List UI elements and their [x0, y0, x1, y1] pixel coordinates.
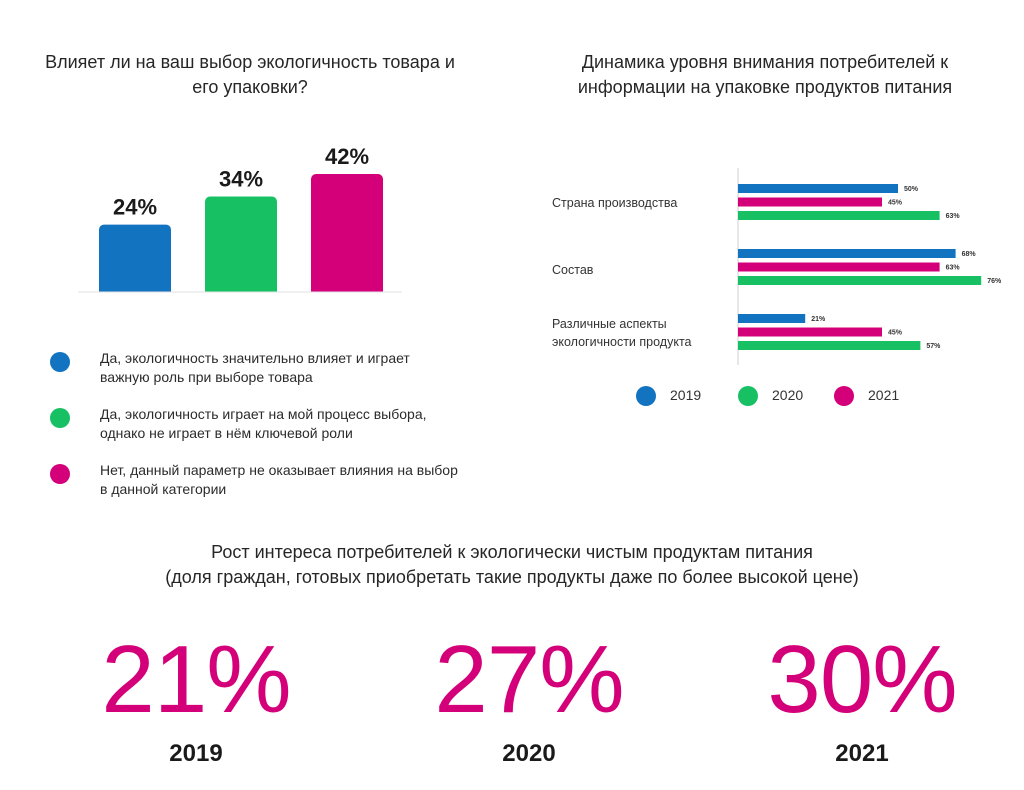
stat-value: 21% — [101, 626, 291, 733]
chart2-legend: 2019 2020 2021 — [636, 384, 936, 408]
stat-year: 2019 — [169, 740, 223, 767]
chart1-title: Влияет ли на ваш выбор экологичность тов… — [45, 52, 455, 97]
legend-dot-blue — [50, 352, 70, 372]
legend-item-yes-significant: Да, экологичность значительно влияет и и… — [46, 345, 466, 401]
legend-item-yes-not-key: Да, экологичность играет на мой процесс … — [46, 401, 466, 457]
bar-value-label-1: 34% — [219, 166, 263, 191]
legend-dot-2020 — [738, 386, 758, 406]
data-label-2019-2: 21% — [811, 316, 826, 323]
data-label-2019-1: 68% — [962, 251, 977, 258]
stat-2019: 21% 2019 — [46, 620, 346, 768]
bar-value-label-2: 42% — [325, 144, 369, 169]
bar-base-1 — [205, 286, 277, 292]
stat-2021: 30% 2021 — [712, 620, 1012, 768]
bar-base-0 — [99, 286, 171, 292]
stats-title-line2: (доля граждан, готовых приобретать такие… — [165, 567, 859, 587]
stat-value: 27% — [434, 626, 624, 733]
bar-value-label-0: 24% — [113, 195, 157, 220]
bar-2021-0 — [738, 197, 882, 207]
legend-dot-2021 — [834, 386, 854, 406]
bar-2020-1 — [738, 276, 982, 285]
stat-2020: 27% 2020 — [379, 620, 679, 768]
stats-title: Рост интереса потребителей к экологическ… — [60, 540, 964, 590]
legend-dot-magenta — [50, 464, 70, 484]
data-label-2021-1: 63% — [946, 265, 961, 272]
category-label-2: Различные аспекты — [552, 317, 667, 331]
legend-dot-2019 — [636, 386, 656, 406]
legend-label: Нет, данный параметр не оказывает влияни… — [100, 462, 458, 497]
stat-value: 30% — [767, 626, 957, 733]
bar-1 — [205, 196, 277, 292]
data-label-2021-2: 45% — [888, 330, 903, 337]
data-label-2020-0: 63% — [946, 213, 961, 220]
bar-2020-2 — [738, 341, 921, 350]
bar-base-2 — [311, 286, 383, 292]
legend-label: Да, экологичность значительно влияет и и… — [100, 350, 410, 385]
bar-2019-1 — [738, 249, 956, 258]
category-label-2: экологичности продукта — [552, 335, 692, 349]
chart1-bar-chart: 24% 34% 42% — [78, 144, 402, 293]
chart2-horizontal-bar-chart: Страна производства Состав Различные аспек… — [552, 168, 1002, 365]
stat-year: 2020 — [502, 740, 556, 767]
bar-2021-2 — [738, 327, 882, 337]
category-label-1: Состав — [552, 263, 594, 277]
bar-2019-2 — [738, 314, 806, 323]
stats-title-line1: Рост интереса потребителей к экологическ… — [211, 542, 813, 562]
legend-label-2019: 2019 — [670, 387, 702, 403]
chart2-title: Динамика уровня внимания потребителей к … — [577, 52, 953, 97]
bar-2020-0 — [738, 211, 940, 220]
data-label-2019-0: 50% — [904, 186, 919, 193]
data-label-2021-0: 45% — [888, 200, 903, 207]
bar-2 — [311, 174, 383, 292]
legend-label-2020: 2020 — [772, 387, 804, 403]
bar-0 — [99, 224, 171, 292]
chart1-legend: Да, экологичность значительно влияет и и… — [46, 345, 466, 513]
bar-2021-1 — [738, 262, 940, 272]
legend-item-no-influence: Нет, данный параметр не оказывает влияни… — [46, 457, 466, 513]
legend-dot-green — [50, 408, 70, 428]
bar-2019-0 — [738, 184, 898, 193]
category-label-0: Страна производства — [552, 196, 677, 210]
data-label-2020-1: 76% — [987, 278, 1002, 285]
legend-label-2021: 2021 — [868, 387, 900, 403]
stat-year: 2021 — [835, 740, 889, 767]
data-label-2020-2: 57% — [926, 343, 941, 350]
legend-label: Да, экологичность играет на мой процесс … — [100, 406, 427, 441]
